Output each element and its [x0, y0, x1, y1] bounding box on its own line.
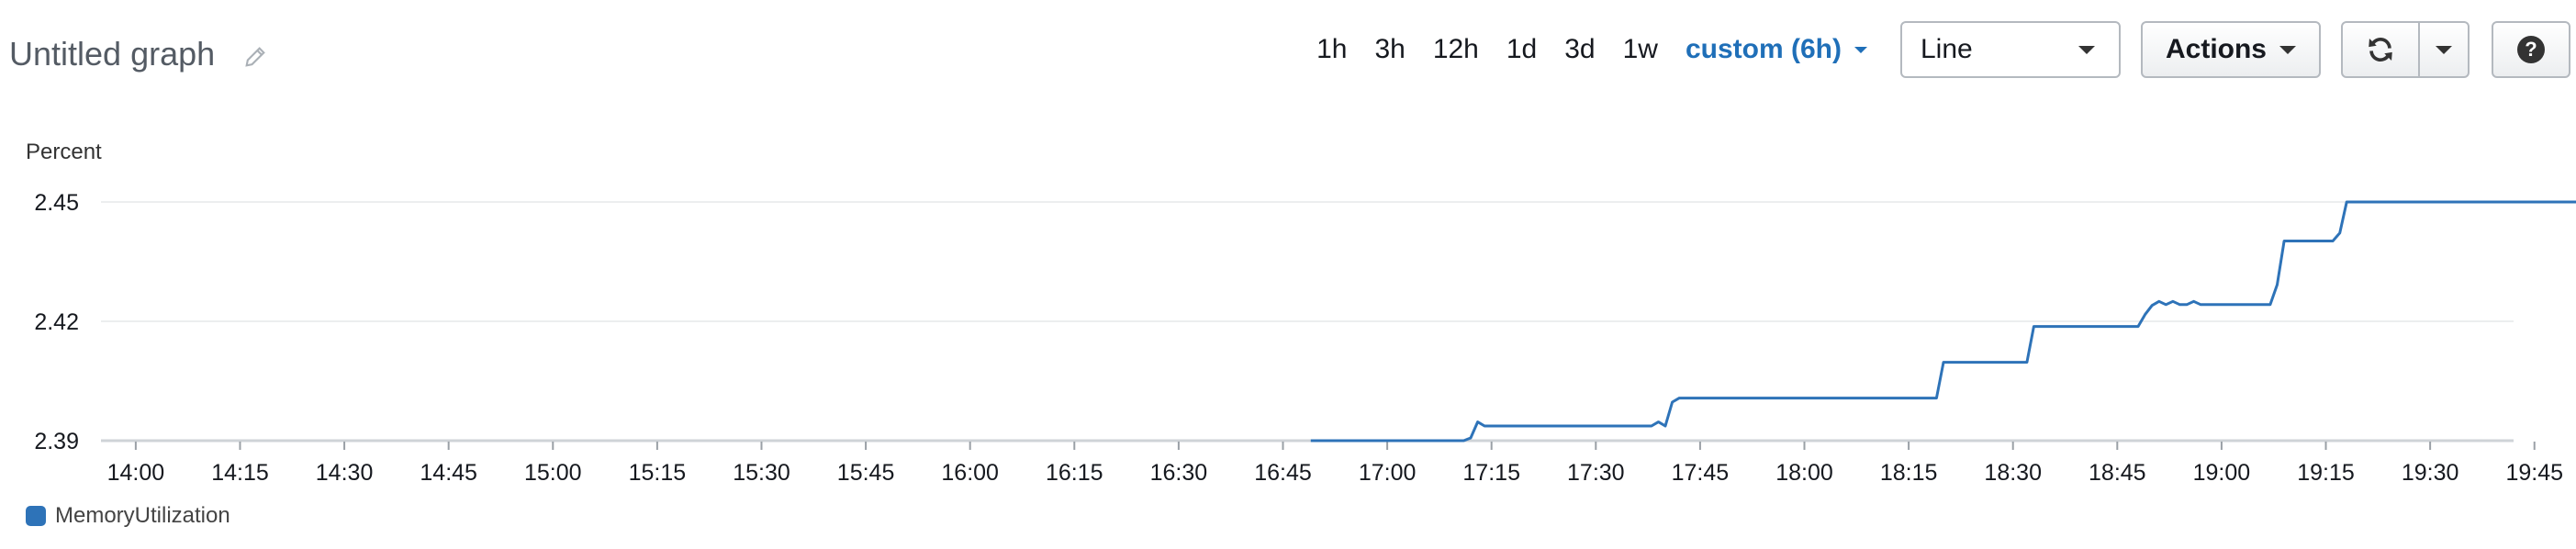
- x-tick-label: 19:00: [2193, 460, 2251, 486]
- range-3h[interactable]: 3h: [1374, 34, 1406, 64]
- help-icon: ?: [2517, 36, 2545, 63]
- x-tick-label: 15:00: [524, 460, 582, 486]
- pencil-icon[interactable]: [242, 44, 268, 70]
- actions-button[interactable]: Actions: [2141, 21, 2321, 78]
- x-tick-label: 19:30: [2402, 460, 2459, 486]
- x-tick-label: 16:00: [941, 460, 999, 486]
- x-tick-label: 15:45: [837, 460, 895, 486]
- range-1h[interactable]: 1h: [1316, 34, 1348, 64]
- toolbar: 1h 3h 12h 1d 3d 1w custom (6h) Line Acti…: [1316, 20, 2570, 79]
- x-tick-label: 14:00: [107, 460, 165, 486]
- line-chart: Percent 2.45 2.42 2.39 14:00 14:15 14:30 14:4…: [26, 140, 2576, 486]
- x-tick-label: 18:30: [1984, 460, 2042, 486]
- x-tick-label: 16:30: [1150, 460, 1208, 486]
- legend: MemoryUtilization: [26, 503, 230, 529]
- x-tick-label: 16:45: [1254, 460, 1312, 486]
- x-tick-label: 17:45: [1672, 460, 1730, 486]
- y-axis-label: Percent: [26, 140, 102, 164]
- range-1w[interactable]: 1w: [1622, 34, 1658, 64]
- range-custom-dropdown[interactable]: custom (6h): [1686, 34, 1867, 65]
- x-tick-label: 17:30: [1567, 460, 1625, 486]
- refresh-button[interactable]: [2341, 21, 2420, 78]
- y-tick-label: 2.42: [34, 309, 79, 335]
- x-tick-label: 14:30: [316, 460, 374, 486]
- range-custom-label: custom (6h): [1685, 34, 1842, 64]
- chevron-down-icon: [2279, 45, 2296, 54]
- chevron-down-icon: [2436, 45, 2452, 54]
- x-tick-label: 18:00: [1775, 460, 1833, 486]
- series-line-memory-utilization[interactable]: [1310, 200, 2576, 443]
- x-tick-label: 18:15: [1880, 460, 1938, 486]
- y-tick-label: 2.45: [34, 190, 79, 216]
- x-tick-label: 15:15: [629, 460, 687, 486]
- x-tick-label: 17:00: [1359, 460, 1417, 486]
- graph-type-value: Line: [1921, 34, 1973, 64]
- legend-label[interactable]: MemoryUtilization: [55, 503, 230, 528]
- x-tick-label: 14:45: [420, 460, 477, 486]
- help-button[interactable]: ?: [2492, 21, 2570, 78]
- chevron-down-icon: [1854, 46, 1867, 53]
- refresh-options-button[interactable]: [2420, 21, 2470, 78]
- x-tick-label: 14:15: [211, 460, 269, 486]
- range-3d[interactable]: 3d: [1564, 34, 1596, 64]
- range-1d[interactable]: 1d: [1506, 34, 1538, 64]
- x-tick-label: 15:30: [733, 460, 790, 486]
- x-tick-label: 16:15: [1046, 460, 1103, 486]
- x-tick-label: 17:15: [1462, 460, 1520, 486]
- graph-title-area: Untitled graph: [9, 35, 268, 73]
- refresh-icon: [2369, 37, 2392, 62]
- graph-type-select[interactable]: Line: [1900, 21, 2121, 78]
- y-tick-label: 2.39: [34, 429, 79, 454]
- actions-label: Actions: [2165, 34, 2267, 64]
- x-tick-label: 19:15: [2297, 460, 2355, 486]
- range-12h[interactable]: 12h: [1432, 34, 1479, 64]
- graph-title[interactable]: Untitled graph: [9, 35, 216, 73]
- chevron-down-icon: [2078, 45, 2095, 54]
- x-tick-label: 18:45: [2089, 460, 2146, 486]
- legend-swatch[interactable]: [26, 506, 46, 526]
- x-tick-label: 19:45: [2505, 460, 2563, 486]
